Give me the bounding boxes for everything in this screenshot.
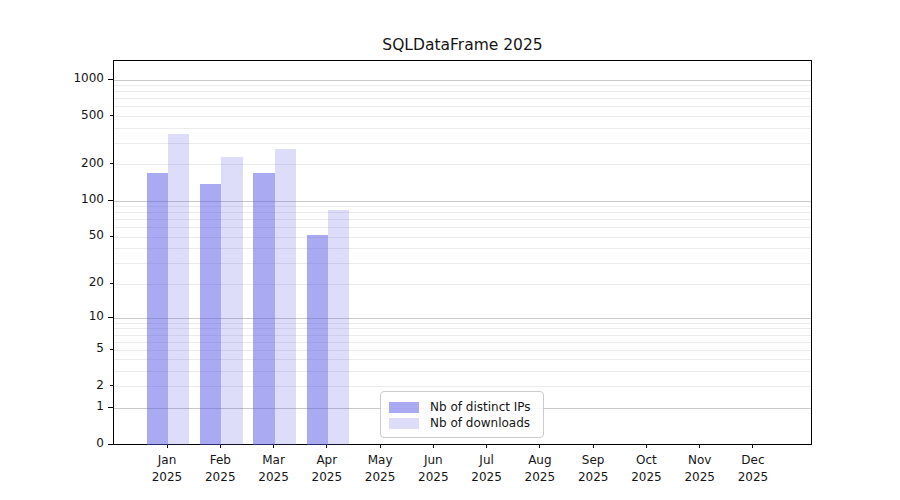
minor-gridline — [114, 164, 811, 165]
x-tick-month: Apr — [300, 452, 354, 469]
x-tick-month: Jul — [460, 452, 514, 469]
x-tick-mark — [646, 444, 647, 448]
x-tick-label-jan: Jan2025 — [140, 452, 194, 485]
legend: Nb of distinct IPs Nb of downloads — [380, 391, 544, 438]
x-tick-mark — [699, 444, 700, 448]
bar-nb-of-distinct-ips-jan — [147, 173, 168, 445]
x-tick-label-dec: Dec2025 — [726, 452, 780, 485]
y-tick-mark — [110, 115, 113, 116]
x-tick-label-mar: Mar2025 — [247, 452, 301, 485]
x-tick-year: 2025 — [726, 469, 780, 486]
bar-nb-of-distinct-ips-mar — [253, 173, 274, 445]
y-tick-label: 200 — [81, 156, 104, 170]
x-tick-year: 2025 — [673, 469, 727, 486]
minor-gridline — [114, 128, 811, 129]
legend-item-distinct-ips: Nb of distinct IPs — [389, 399, 535, 415]
x-tick-month: Dec — [726, 452, 780, 469]
x-tick-year: 2025 — [406, 469, 460, 486]
x-tick-month: May — [353, 452, 407, 469]
legend-label-downloads: Nb of downloads — [430, 416, 530, 430]
y-tick-mark — [110, 283, 113, 284]
x-tick-mark — [593, 444, 594, 448]
x-tick-label-oct: Oct2025 — [619, 452, 673, 485]
x-tick-mark — [539, 444, 540, 448]
y-tick-label: 500 — [81, 108, 104, 122]
x-tick-mark — [380, 444, 381, 448]
y-tick-label: 5 — [96, 341, 104, 355]
y-tick-mark — [108, 200, 113, 201]
legend-label-distinct-ips: Nb of distinct IPs — [430, 400, 531, 414]
chart-figure: SQLDataFrame 2025 Nb of distinct IPs Nb … — [0, 0, 900, 500]
y-tick-mark — [108, 317, 113, 318]
x-tick-year: 2025 — [513, 469, 567, 486]
x-tick-year: 2025 — [140, 469, 194, 486]
legend-item-downloads: Nb of downloads — [389, 415, 535, 431]
bar-nb-of-distinct-ips-apr — [307, 235, 328, 445]
y-tick-mark — [108, 444, 113, 445]
legend-swatch-downloads — [389, 418, 419, 429]
x-tick-label-aug: Aug2025 — [513, 452, 567, 485]
x-tick-year: 2025 — [300, 469, 354, 486]
x-tick-label-jun: Jun2025 — [406, 452, 460, 485]
bar-nb-of-distinct-ips-feb — [200, 184, 221, 445]
x-tick-label-nov: Nov2025 — [673, 452, 727, 485]
x-tick-year: 2025 — [247, 469, 301, 486]
y-tick-label: 1000 — [73, 71, 104, 85]
x-tick-label-may: May2025 — [353, 452, 407, 485]
minor-gridline — [114, 98, 811, 99]
y-tick-label: 0 — [96, 436, 104, 450]
x-tick-mark — [752, 444, 753, 448]
x-tick-label-apr: Apr2025 — [300, 452, 354, 485]
y-tick-label: 2 — [96, 378, 104, 392]
x-tick-month: Aug — [513, 452, 567, 469]
y-tick-label: 50 — [89, 228, 104, 242]
minor-gridline — [114, 143, 811, 144]
x-tick-year: 2025 — [619, 469, 673, 486]
y-tick-mark — [110, 236, 113, 237]
x-tick-month: Jun — [406, 452, 460, 469]
major-gridline — [114, 80, 811, 81]
plot-area — [113, 60, 812, 445]
bar-nb-of-downloads-apr — [328, 210, 349, 445]
x-tick-label-feb: Feb2025 — [193, 452, 247, 485]
legend-swatch-distinct-ips — [389, 402, 419, 413]
x-tick-month: Nov — [673, 452, 727, 469]
y-tick-mark — [108, 79, 113, 80]
x-tick-label-sep: Sep2025 — [566, 452, 620, 485]
minor-gridline — [114, 85, 811, 86]
minor-gridline — [114, 91, 811, 92]
y-tick-label: 1 — [96, 399, 104, 413]
x-tick-year: 2025 — [193, 469, 247, 486]
x-tick-month: Jan — [140, 452, 194, 469]
bar-nb-of-downloads-jan — [168, 134, 189, 445]
y-tick-label: 10 — [89, 309, 104, 323]
x-tick-mark — [433, 444, 434, 448]
y-tick-mark — [108, 407, 113, 408]
bar-nb-of-downloads-feb — [221, 157, 242, 445]
y-tick-mark — [110, 349, 113, 350]
x-tick-year: 2025 — [460, 469, 514, 486]
x-tick-month: Oct — [619, 452, 673, 469]
y-tick-mark — [110, 385, 113, 386]
x-tick-month: Mar — [247, 452, 301, 469]
x-tick-month: Sep — [566, 452, 620, 469]
x-tick-year: 2025 — [353, 469, 407, 486]
minor-gridline — [114, 106, 811, 107]
chart-title: SQLDataFrame 2025 — [113, 36, 812, 54]
x-tick-year: 2025 — [566, 469, 620, 486]
x-tick-mark — [486, 444, 487, 448]
minor-gridline — [114, 116, 811, 117]
y-tick-label: 20 — [89, 275, 104, 289]
x-tick-month: Feb — [193, 452, 247, 469]
x-tick-label-jul: Jul2025 — [460, 452, 514, 485]
y-tick-label: 100 — [81, 192, 104, 206]
bar-nb-of-downloads-mar — [275, 149, 296, 445]
y-tick-mark — [110, 163, 113, 164]
